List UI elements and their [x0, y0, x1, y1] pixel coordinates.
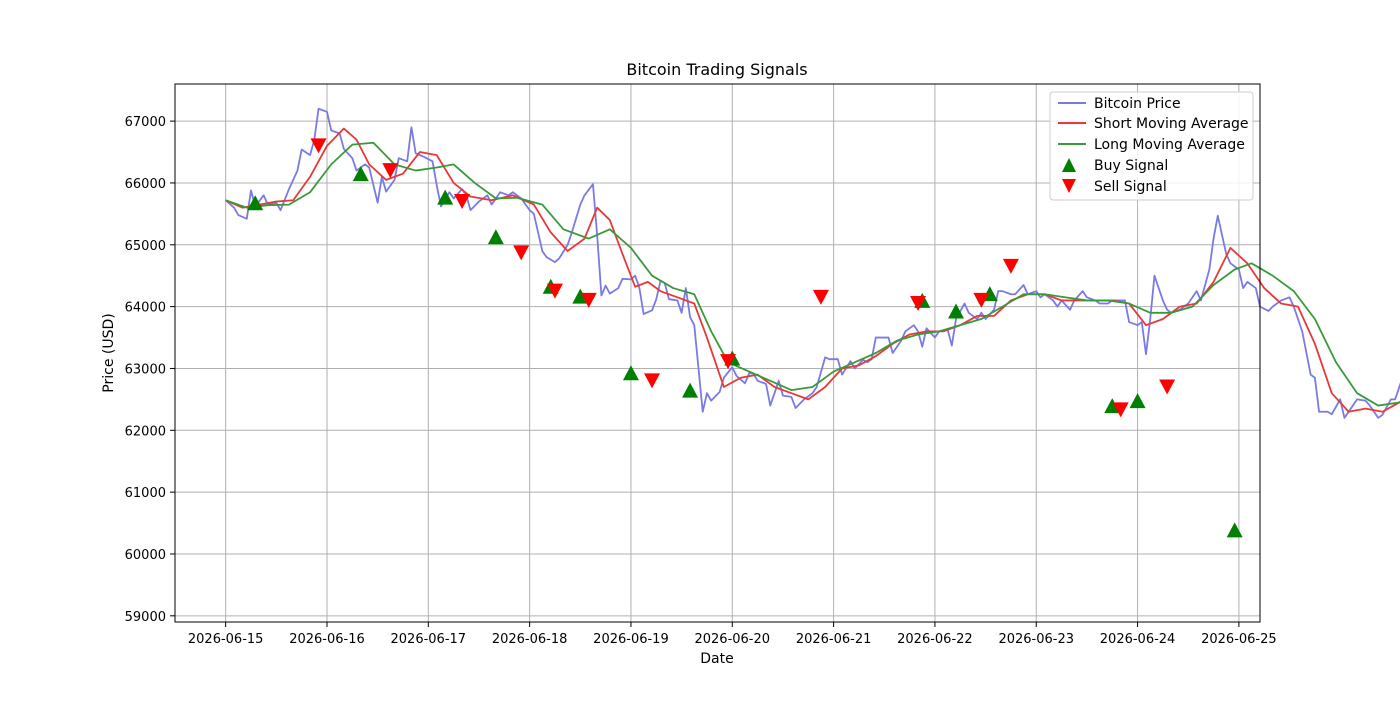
sell-signal-marker [1159, 379, 1176, 395]
sell-signal-marker [310, 138, 327, 154]
buy-signal-marker [572, 288, 589, 304]
x-tick-label: 2026-06-21 [796, 632, 872, 647]
legend-label-short-ma: Short Moving Average [1094, 116, 1249, 132]
series-lines [225, 107, 1400, 419]
y-tick-label: 62000 [125, 424, 166, 439]
legend-box [1049, 91, 1254, 201]
legend-label-sell: Sell Signal [1094, 179, 1167, 195]
y-tick-label: 64000 [125, 301, 166, 316]
x-tick-label: 2026-06-16 [289, 632, 365, 647]
x-tick-label: 2026-06-23 [998, 632, 1074, 647]
sell-signal-marker [546, 283, 563, 299]
x-tick-label: 2026-06-20 [694, 632, 770, 647]
buy-signal-marker [1104, 398, 1121, 414]
x-tick-label: 2026-06-19 [593, 632, 669, 647]
sell-signal-marker [720, 354, 737, 370]
sell-signal-marker [973, 292, 990, 308]
y-tick-label: 63000 [125, 362, 166, 377]
series-line-short-moving-average [225, 127, 1400, 413]
y-tick-label: 65000 [125, 239, 166, 254]
buy-signal-marker [487, 229, 504, 245]
chart-title: Bitcoin Trading Signals [626, 60, 807, 79]
sell-signal-marker [1002, 258, 1019, 274]
x-tick-label: 2026-06-15 [188, 632, 264, 647]
legend: Bitcoin Price Short Moving Average Long … [1049, 91, 1254, 201]
y-tick-label: 66000 [125, 177, 166, 192]
buy-signal-marker [1226, 522, 1243, 538]
buy-signal-marker [622, 365, 639, 381]
x-tick-label: 2026-06-24 [1100, 632, 1176, 647]
buy-signal-marker [682, 382, 699, 398]
sell-signal-marker [513, 245, 530, 261]
sell-signal-marker [910, 296, 927, 312]
y-tick-label: 67000 [125, 115, 166, 130]
y-axis-label: Price (USD) [101, 313, 117, 392]
y-tick-label: 61000 [125, 486, 166, 501]
buy-signal-marker [948, 303, 965, 319]
x-tick-label: 2026-06-18 [492, 632, 568, 647]
series-line-bitcoin-price [225, 107, 1400, 419]
sell-signal-marker [644, 373, 661, 389]
x-tick-label: 2026-06-17 [391, 632, 467, 647]
y-tick-label: 59000 [125, 610, 166, 625]
buy-signal-marker [247, 195, 264, 211]
sell-signal-marker [580, 292, 597, 308]
buy-signal-marker [437, 189, 454, 205]
y-tick-label: 60000 [125, 548, 166, 563]
legend-swatch-sell [1062, 179, 1076, 193]
signal-markers [247, 138, 1243, 538]
x-tick-label: 2026-06-22 [897, 632, 973, 647]
sell-signal-marker [812, 289, 829, 305]
sell-signal-marker [1112, 402, 1129, 418]
series-line-long-moving-average [225, 141, 1400, 407]
sell-signal-marker [454, 193, 471, 209]
legend-label-buy: Buy Signal [1094, 158, 1168, 174]
x-axis-ticks: 2026-06-15 2026-06-16 2026-06-17 2026-06-18… [188, 622, 1277, 647]
buy-signal-marker [352, 166, 369, 182]
sell-signal-marker [382, 163, 399, 179]
legend-label-long-ma: Long Moving Average [1094, 137, 1245, 153]
legend-swatch-buy [1062, 158, 1076, 172]
buy-signal-marker [1129, 393, 1146, 409]
x-tick-label: 2026-06-25 [1201, 632, 1277, 647]
legend-label-price: Bitcoin Price [1094, 96, 1181, 112]
plot-frame [174, 83, 1261, 623]
y-axis-ticks: 59000 60000 61000 62000 63000 64000 65000 66000… [125, 115, 175, 625]
x-axis-label: Date [700, 651, 733, 667]
